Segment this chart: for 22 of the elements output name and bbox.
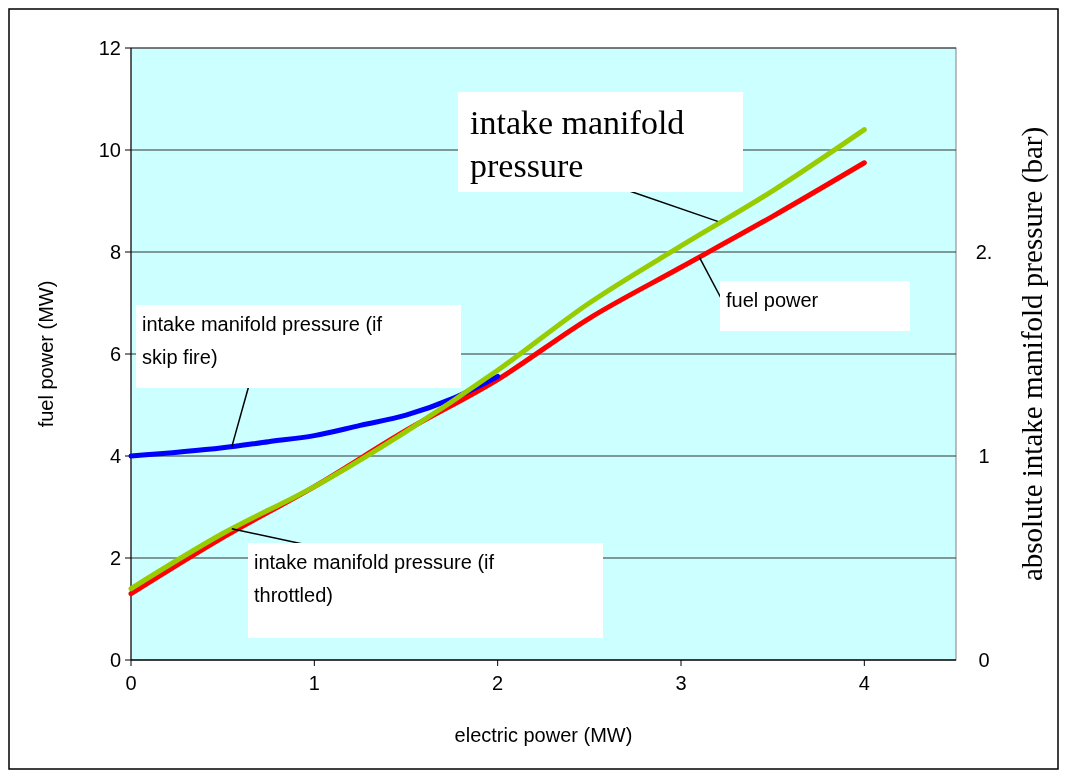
y-tick-label: 0 (109, 649, 121, 671)
y-tick-label: 6 (109, 343, 121, 365)
text: intake manifold pressure (if skip fire) (142, 313, 383, 368)
y-tick-label: 12 (98, 37, 121, 59)
x-axis-title: electric power (MW) (454, 724, 633, 746)
y2-axis-title: absolute intake manifold pressure (bar) (1016, 126, 1049, 582)
y-tick-label: 8 (109, 241, 121, 263)
text: fuel power (726, 289, 819, 311)
y-tick-label: 4 (109, 445, 121, 467)
y2-tick-label: 0 (978, 649, 990, 671)
x-tick-label: 0 (125, 672, 137, 694)
x-tick-label: 1 (308, 672, 320, 694)
series-label: intake manifold pressure (if throttled) (254, 551, 495, 606)
y-tick-label: 2 (109, 547, 121, 569)
y-tick-label: 10 (98, 139, 121, 161)
y2-tick-label: 2. (975, 241, 993, 263)
y-axis-title: fuel power (MW) (35, 280, 57, 428)
x-tick-label: 3 (675, 672, 687, 694)
x-tick-label: 2 (492, 672, 504, 694)
y2-tick-label: 1 (978, 445, 990, 467)
annotation: intake manifold pressure (470, 104, 685, 184)
x-tick-label: 4 (858, 672, 870, 694)
